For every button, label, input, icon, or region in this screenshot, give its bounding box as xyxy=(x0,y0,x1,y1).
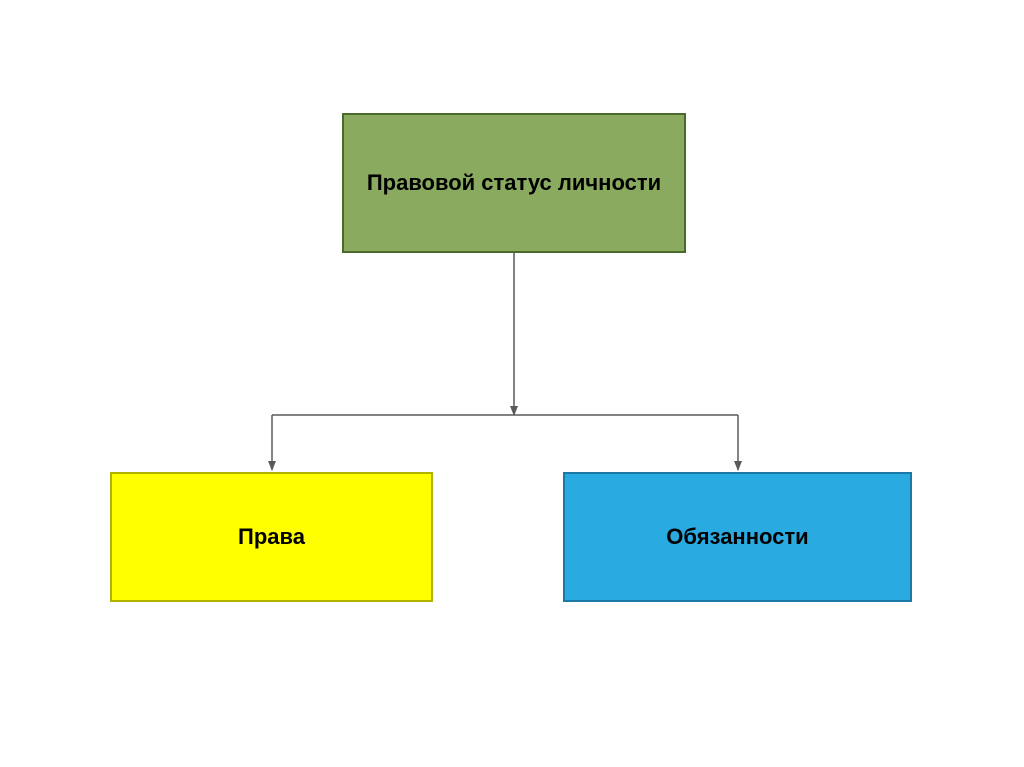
node-root: Правовой статус личности xyxy=(342,113,686,253)
node-left: Права xyxy=(110,472,433,602)
node-left-label: Права xyxy=(238,524,305,550)
node-root-label: Правовой статус личности xyxy=(367,170,661,196)
node-right-label: Обязанности xyxy=(666,524,808,550)
node-right: Обязанности xyxy=(563,472,912,602)
diagram-canvas: Правовой статус личности Права Обязаннос… xyxy=(0,0,1024,767)
